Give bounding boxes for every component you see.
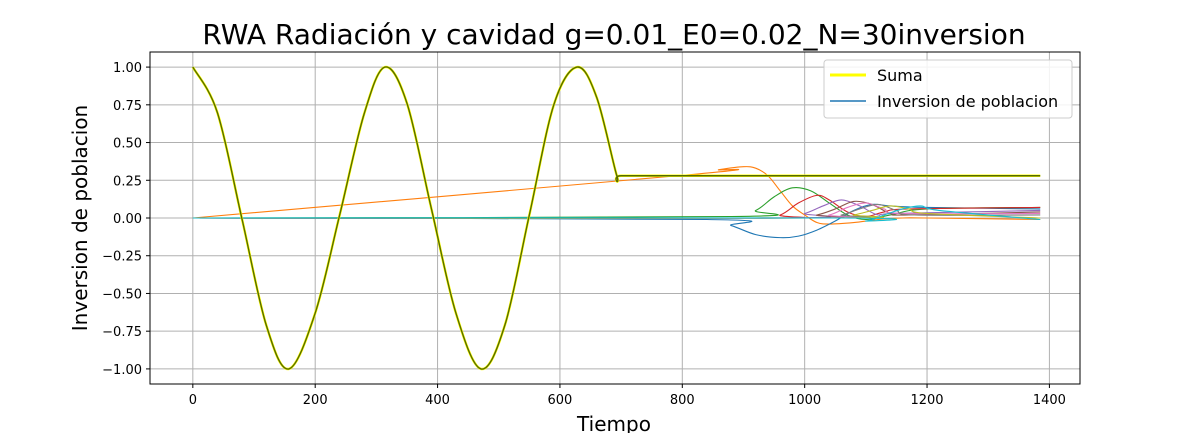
y-tick-label: −0.75 bbox=[102, 325, 142, 340]
y-tick-label: 0.75 bbox=[113, 99, 142, 114]
y-tick-label: 0.00 bbox=[113, 212, 142, 227]
legend-box bbox=[823, 59, 1073, 119]
legend-label-suma: Suma bbox=[877, 66, 923, 85]
y-axis: 1.00 0.75 0.50 0.25 0.00 −0.25 −0.50 −0.75 −1.00 bbox=[102, 61, 150, 378]
y-axis-label: Inversion de poblacion bbox=[68, 105, 92, 331]
series-layer bbox=[191, 65, 1041, 371]
chart-title: RWA Radiación y cavidad g=0.01_E0=0.02_N… bbox=[202, 18, 1025, 51]
x-tick-label: 1000 bbox=[788, 393, 821, 408]
x-axis: 0 200 400 600 800 1000 1200 1400 bbox=[189, 384, 1066, 408]
x-axis-label: Tiempo bbox=[576, 412, 651, 433]
y-tick-label: 1.00 bbox=[113, 61, 142, 76]
x-tick-label: 0 bbox=[189, 393, 197, 408]
legend: Suma Inversion de poblacion bbox=[823, 59, 1073, 119]
x-tick-label: 200 bbox=[303, 393, 328, 408]
series-component-line-10 bbox=[192, 205, 1041, 222]
y-tick-label: 0.25 bbox=[113, 174, 142, 189]
y-tick-label: −0.50 bbox=[102, 287, 142, 302]
x-tick-label: 800 bbox=[670, 393, 695, 408]
x-tick-label: 600 bbox=[548, 393, 573, 408]
x-tick-label: 1200 bbox=[910, 393, 943, 408]
y-tick-label: −0.25 bbox=[102, 250, 142, 265]
series-component-line-3 bbox=[192, 186, 1041, 221]
y-tick-label: 0.50 bbox=[113, 137, 142, 152]
y-tick-label: −1.00 bbox=[102, 363, 142, 378]
series-inversion-line bbox=[192, 66, 1041, 370]
x-tick-label: 1400 bbox=[1033, 393, 1066, 408]
x-tick-label: 400 bbox=[425, 393, 450, 408]
legend-label-inversion: Inversion de poblacion bbox=[877, 92, 1058, 111]
